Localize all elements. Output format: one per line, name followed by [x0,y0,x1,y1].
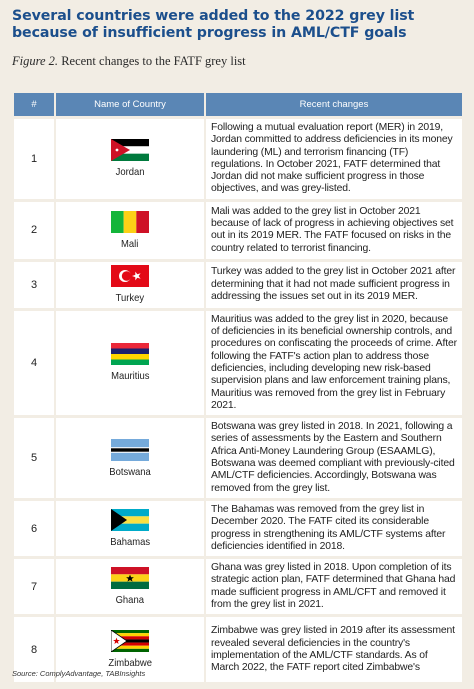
mali-flag-icon [111,210,149,233]
country-name: Turkey [115,292,145,305]
source-note: Source: ComplyAdvantage, TABInsights [12,669,146,678]
row-number: 5 [14,418,54,498]
table-row: 2 Mali Mali was added to the grey list i… [14,201,462,259]
table-row: 1 Jordan Following a mutual evaluation [14,119,462,199]
country-name: Botswana [109,465,151,478]
row-number: 1 [14,119,54,199]
bahamas-flag-icon [111,509,149,532]
mauritius-flag-icon [111,343,149,366]
table-row: 7 Ghana Ghana was grey listed in 2018. U… [14,559,462,615]
country-name: Bahamas [110,536,150,549]
row-number: 8 [14,617,54,683]
country-name: Zimbabwe [108,657,152,670]
zimbabwe-flag-icon [111,630,149,653]
row-number: 3 [14,261,54,308]
country-cell: Mali [56,201,204,259]
country-name: Jordan [115,166,145,179]
table-row: 3 Turkey Turkey was added to the grey li… [14,261,462,308]
page-title: Several countries were added to the 2022… [12,8,415,41]
recent-change-text: Turkey was added to the grey list in Oct… [206,261,462,308]
header-recent-changes: Recent changes [206,93,462,116]
recent-change-text: Mali was added to the grey list in Octob… [206,201,462,259]
country-cell: Zimbabwe [56,617,204,683]
country-cell: Mauritius [56,310,204,416]
row-number: 6 [14,500,54,557]
jordan-flag-icon [111,139,149,162]
row-number: 4 [14,310,54,416]
table-row: 8 Zimba [14,617,462,683]
header-country: Name of Country [56,93,204,116]
recent-change-text: Ghana was grey listed in 2018. Upon comp… [206,559,462,615]
row-number: 2 [14,201,54,259]
country-name: Mauritius [110,370,150,383]
figure-label: Figure 2. [12,54,59,68]
header-number: # [14,93,54,116]
country-name: Mali [121,237,139,250]
table-row: 5 Botswana Botswana was grey listed in 2… [14,418,462,498]
recent-change-text: Zimbabwe was grey listed in 2019 after i… [206,617,462,683]
table-row: 6 Bahamas The Bahamas was removed from t… [14,500,462,557]
figure-caption: Figure 2. Recent changes to the FATF gre… [12,54,246,69]
country-cell: Turkey [56,261,204,308]
country-cell: Ghana [56,559,204,615]
figure-caption-text: Recent changes to the FATF grey list [61,54,246,68]
table-header-row: # Name of Country Recent changes [14,93,462,116]
recent-change-text: Mauritius was added to the grey list in … [206,310,462,416]
recent-change-text: The Bahamas was removed from the grey li… [206,500,462,557]
recent-change-text: Following a mutual evaluation report (ME… [206,119,462,199]
country-cell: Jordan [56,119,204,199]
botswana-flag-icon [111,438,149,461]
country-cell: Bahamas [56,500,204,557]
table-row: 4 Mauritius Mauritius was added to the g… [14,310,462,416]
turkey-flag-icon [111,265,149,288]
country-name: Ghana [115,594,145,607]
grey-list-table: # Name of Country Recent changes 1 [12,90,464,685]
country-cell: Botswana [56,418,204,498]
row-number: 7 [14,559,54,615]
ghana-flag-icon [111,567,149,590]
recent-change-text: Botswana was grey listed in 2018. In 202… [206,418,462,498]
